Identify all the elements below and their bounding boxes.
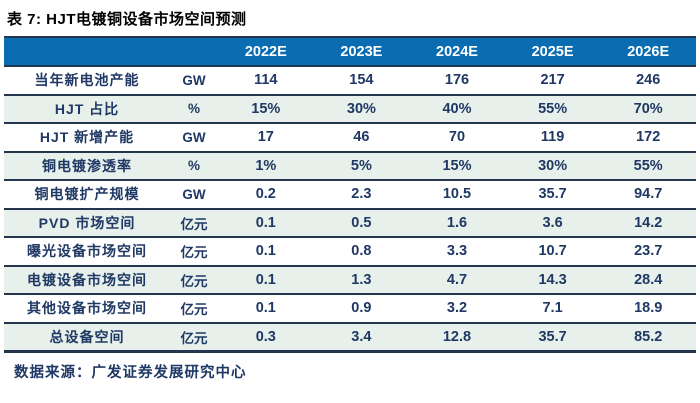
cell-value: 172 — [600, 123, 696, 153]
row-unit: 亿元 — [170, 265, 218, 295]
row-label: PVD 市场空间 — [4, 208, 170, 238]
row-unit: GW — [170, 66, 218, 96]
cell-value: 3.6 — [504, 208, 601, 238]
table-row: HJT 新增产能 GW 17 46 70 119 172 — [4, 123, 696, 153]
row-label: 总设备空间 — [4, 322, 170, 353]
cell-value: 10.5 — [409, 180, 505, 210]
data-source: 数据来源：广发证券发展研究中心 — [14, 364, 247, 381]
header-row: 2022E 2023E 2024E 2025E 2026E — [4, 36, 696, 67]
cell-value: 217 — [504, 66, 601, 96]
row-unit: GW — [170, 180, 218, 210]
cell-value: 1.6 — [409, 208, 505, 238]
table-row: 铜电镀扩产规模 GW 0.2 2.3 10.5 35.7 94.7 — [4, 180, 696, 210]
cell-value: 1% — [218, 151, 314, 181]
cell-value: 23.7 — [600, 237, 696, 267]
cell-value: 0.1 — [218, 237, 314, 267]
cell-value: 40% — [409, 94, 505, 124]
column-header-2024e: 2024E — [409, 36, 505, 67]
table-row: HJT 占比 % 15% 30% 40% 55% 70% — [4, 94, 696, 124]
cell-value: 35.7 — [504, 322, 601, 353]
cell-value: 176 — [409, 66, 505, 96]
cell-value: 30% — [313, 94, 410, 124]
forecast-table: 2022E 2023E 2024E 2025E 2026E 当年新电池产能 GW… — [4, 36, 696, 353]
cell-value: 3.3 — [409, 237, 505, 267]
row-unit: % — [170, 94, 218, 124]
cell-value: 94.7 — [600, 180, 696, 210]
cell-value: 70 — [409, 123, 505, 153]
row-unit: GW — [170, 123, 218, 153]
cell-value: 7.1 — [504, 294, 601, 324]
row-label: HJT 新增产能 — [4, 123, 170, 153]
row-label: 当年新电池产能 — [4, 66, 170, 96]
row-label: HJT 占比 — [4, 94, 170, 124]
table-row: 电镀设备市场空间 亿元 0.1 1.3 4.7 14.3 28.4 — [4, 265, 696, 295]
row-unit: 亿元 — [170, 294, 218, 324]
row-label: 铜电镀渗透率 — [4, 151, 170, 181]
table-row: 其他设备市场空间 亿元 0.1 0.9 3.2 7.1 18.9 — [4, 294, 696, 324]
table-row: 总设备空间 亿元 0.3 3.4 12.8 35.7 85.2 — [4, 322, 696, 353]
cell-value: 154 — [313, 66, 410, 96]
cell-value: 15% — [409, 151, 505, 181]
row-unit: 亿元 — [170, 237, 218, 267]
column-header-2025e: 2025E — [504, 36, 601, 67]
cell-value: 18.9 — [600, 294, 696, 324]
cell-value: 0.1 — [218, 265, 314, 295]
cell-value: 15% — [218, 94, 314, 124]
cell-value: 0.2 — [218, 180, 314, 210]
table-row: 铜电镀渗透率 % 1% 5% 15% 30% 55% — [4, 151, 696, 181]
cell-value: 17 — [218, 123, 314, 153]
cell-value: 14.2 — [600, 208, 696, 238]
cell-value: 119 — [504, 123, 601, 153]
cell-value: 5% — [313, 151, 410, 181]
cell-value: 0.5 — [313, 208, 410, 238]
cell-value: 55% — [600, 151, 696, 181]
cell-value: 12.8 — [409, 322, 505, 353]
cell-value: 0.9 — [313, 294, 410, 324]
row-label: 其他设备市场空间 — [4, 294, 170, 324]
cell-value: 3.2 — [409, 294, 505, 324]
cell-value: 14.3 — [504, 265, 601, 295]
cell-value: 246 — [600, 66, 696, 96]
cell-value: 3.4 — [313, 322, 410, 353]
cell-value: 0.3 — [218, 322, 314, 353]
column-header-2026e: 2026E — [600, 36, 696, 67]
cell-value: 10.7 — [504, 237, 601, 267]
table-title: 表 7: HJT电镀铜设备市场空间预测 — [7, 11, 247, 28]
header-empty-unit — [170, 36, 218, 67]
table-row: 当年新电池产能 GW 114 154 176 217 246 — [4, 66, 696, 96]
row-label: 曝光设备市场空间 — [4, 237, 170, 267]
row-unit: 亿元 — [170, 322, 218, 353]
column-header-2022e: 2022E — [218, 36, 314, 67]
cell-value: 0.1 — [218, 294, 314, 324]
cell-value: 4.7 — [409, 265, 505, 295]
cell-value: 30% — [504, 151, 601, 181]
cell-value: 46 — [313, 123, 410, 153]
row-label: 铜电镀扩产规模 — [4, 180, 170, 210]
row-label: 电镀设备市场空间 — [4, 265, 170, 295]
cell-value: 28.4 — [600, 265, 696, 295]
table-row: PVD 市场空间 亿元 0.1 0.5 1.6 3.6 14.2 — [4, 208, 696, 238]
column-header-2023e: 2023E — [313, 36, 410, 67]
cell-value: 0.8 — [313, 237, 410, 267]
table-row: 曝光设备市场空间 亿元 0.1 0.8 3.3 10.7 23.7 — [4, 237, 696, 267]
row-unit: % — [170, 151, 218, 181]
cell-value: 35.7 — [504, 180, 601, 210]
header-empty-label — [4, 36, 170, 67]
cell-value: 114 — [218, 66, 314, 96]
cell-value: 85.2 — [600, 322, 696, 353]
cell-value: 0.1 — [218, 208, 314, 238]
cell-value: 1.3 — [313, 265, 410, 295]
cell-value: 2.3 — [313, 180, 410, 210]
row-unit: 亿元 — [170, 208, 218, 238]
cell-value: 55% — [504, 94, 601, 124]
cell-value: 70% — [600, 94, 696, 124]
